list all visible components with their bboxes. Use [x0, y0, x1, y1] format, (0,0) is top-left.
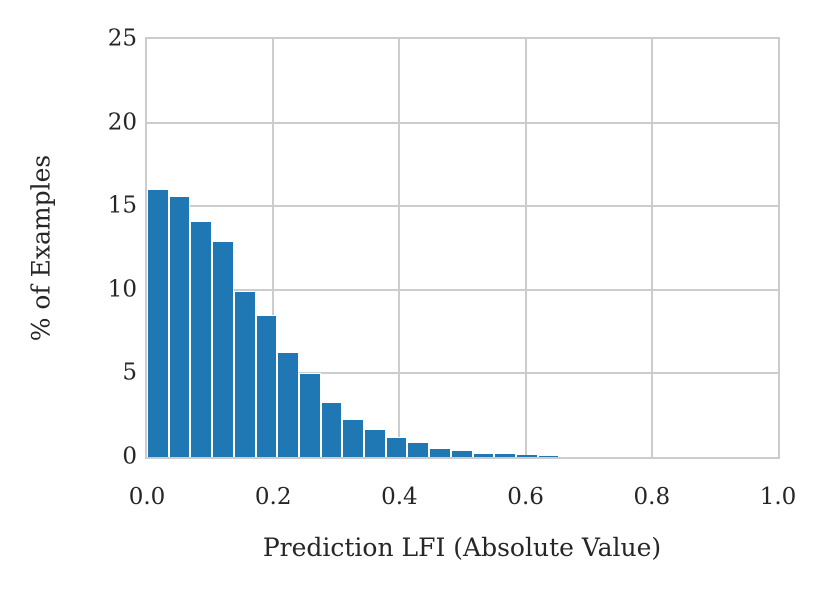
- x-tick-label: 0.0: [128, 484, 166, 510]
- histogram-bar: [168, 196, 191, 457]
- gridline-horizontal: [147, 288, 778, 291]
- y-axis-label: % of Examples: [26, 154, 56, 342]
- histogram-bar: [277, 351, 299, 457]
- histogram-bar: [516, 455, 538, 457]
- histogram-bar: [255, 314, 278, 457]
- histogram-bar: [320, 401, 343, 457]
- y-tick-label: 5: [122, 359, 137, 386]
- gridline-vertical: [650, 39, 653, 457]
- gridline-vertical: [398, 39, 401, 457]
- histogram-bar: [472, 453, 495, 457]
- gridline-vertical: [524, 39, 527, 457]
- y-tick-label: 0: [122, 443, 137, 470]
- x-tick-label: 0.6: [507, 484, 544, 510]
- histogram-bar: [429, 447, 451, 457]
- y-tick-label: 25: [107, 25, 137, 52]
- x-axis-label: Prediction LFI (Absolute Value): [262, 533, 662, 562]
- histogram-bar: [364, 428, 386, 457]
- gridline-horizontal: [147, 372, 778, 375]
- histogram-bar: [190, 221, 213, 457]
- x-tick-label: 0.4: [381, 484, 418, 510]
- y-tick-label: 15: [107, 192, 137, 219]
- x-tick-label: 1.0: [759, 484, 797, 510]
- histogram-bar: [298, 373, 321, 457]
- histogram-bar: [212, 241, 234, 457]
- histogram-bar: [147, 189, 169, 457]
- histogram-bar: [407, 441, 430, 457]
- histogram-bar: [233, 291, 256, 457]
- y-tick-label: 10: [107, 276, 137, 303]
- histogram-bar: [342, 418, 365, 457]
- y-tick-label: 20: [107, 109, 137, 136]
- histogram-bar: [385, 436, 408, 457]
- histogram-bar: [537, 456, 560, 457]
- gridline-horizontal: [147, 121, 778, 124]
- x-tick-label: 0.8: [633, 484, 671, 510]
- gridline-horizontal: [147, 205, 778, 208]
- gridline-vertical: [272, 39, 275, 457]
- histogram-bar: [450, 449, 473, 457]
- histogram-bar: [494, 453, 516, 457]
- plot-area: [145, 37, 780, 459]
- x-tick-label: 0.2: [254, 484, 292, 510]
